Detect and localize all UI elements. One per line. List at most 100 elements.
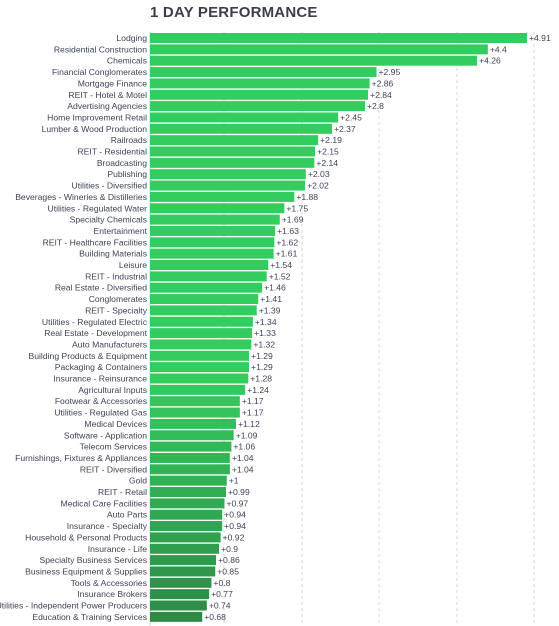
value-label: +0.94 <box>224 521 246 531</box>
category-label: Medical Care Facilities <box>61 498 147 508</box>
category-label: Real Estate - Diversified <box>55 283 147 293</box>
category-label: Lodging <box>116 33 147 43</box>
bar <box>150 203 285 214</box>
value-label: +1.24 <box>247 385 269 395</box>
value-label: +2.15 <box>317 147 339 157</box>
category-label: Utilities - Independent Power Producers <box>0 601 147 611</box>
bar <box>150 577 212 588</box>
bar <box>150 225 276 236</box>
value-label: +1.41 <box>260 294 282 304</box>
bar <box>150 475 227 486</box>
category-label: Residential Construction <box>54 44 147 54</box>
category-label: Education & Training Services <box>32 612 147 622</box>
value-label: +0.8 <box>213 578 230 588</box>
category-label: Tools & Accessories <box>71 578 147 588</box>
bar <box>150 396 240 407</box>
category-label: Chemicals <box>107 56 147 66</box>
category-label: Insurance - Reinsurance <box>53 374 147 384</box>
bar <box>150 362 250 373</box>
bar <box>150 78 370 89</box>
category-label: REIT - Hotel & Motel <box>68 90 147 100</box>
value-label: +0.97 <box>226 498 248 508</box>
category-label: Utilities - Regulated Electric <box>42 317 148 327</box>
bar <box>150 248 274 259</box>
value-label: +1.34 <box>255 317 277 327</box>
category-label: REIT - Diversified <box>80 464 147 474</box>
category-label: REIT - Residential <box>77 147 147 157</box>
bar <box>150 237 275 248</box>
value-label: +1.28 <box>250 374 272 384</box>
category-label: REIT - Specialty <box>85 305 148 315</box>
value-label: +1.63 <box>277 226 299 236</box>
category-label: Software - Application <box>64 430 147 440</box>
category-label: REIT - Industrial <box>85 271 147 281</box>
value-label: +1.75 <box>286 203 308 213</box>
bar <box>150 555 217 566</box>
bar <box>150 44 488 55</box>
category-label: Household & Personal Products <box>25 532 147 542</box>
category-label: Advertising Agencies <box>67 101 147 111</box>
bar <box>150 67 377 78</box>
bar <box>150 509 223 520</box>
bar <box>150 112 339 123</box>
category-label: Broadcasting <box>97 158 147 168</box>
category-label: Railroads <box>111 135 147 145</box>
bar <box>150 589 210 600</box>
bar <box>150 441 232 452</box>
bar <box>150 89 369 100</box>
bar <box>150 101 365 112</box>
value-label: +0.94 <box>224 510 246 520</box>
category-label: Home Improvement Retail <box>47 112 147 122</box>
value-label: +1.61 <box>276 249 298 259</box>
category-label: Agricultural Inputs <box>78 385 147 395</box>
bar <box>150 611 203 622</box>
value-label: +1.32 <box>253 339 275 349</box>
bar <box>150 328 253 339</box>
bar <box>150 521 223 532</box>
bar <box>150 498 225 509</box>
bar <box>150 316 253 327</box>
category-label: Insurance - Life <box>88 544 147 554</box>
bar <box>150 600 207 611</box>
bar <box>150 543 220 554</box>
value-label: +2.03 <box>308 169 330 179</box>
value-label: +0.74 <box>209 601 231 611</box>
bar <box>150 123 332 134</box>
bar <box>150 271 267 282</box>
value-label: +0.9 <box>221 544 238 554</box>
bar <box>150 532 221 543</box>
bar <box>150 191 295 202</box>
value-label: +1.17 <box>242 408 264 418</box>
value-label: +1.69 <box>282 215 304 225</box>
bar <box>150 146 316 157</box>
category-label: Financial Conglomerates <box>52 67 147 77</box>
value-label: +4.4 <box>490 44 507 54</box>
category-label: Real Estate - Development <box>44 328 147 338</box>
value-label: +2.37 <box>334 124 356 134</box>
value-label: +1.17 <box>242 396 264 406</box>
category-label: REIT - Healthcare Facilities <box>43 237 147 247</box>
value-label: +0.86 <box>218 555 240 565</box>
bar <box>150 350 250 361</box>
value-label: +0.77 <box>211 589 233 599</box>
category-label: Conglomerates <box>89 294 147 304</box>
category-label: Utilities - Diversified <box>72 181 148 191</box>
bar <box>150 55 478 66</box>
value-label: +1.06 <box>233 442 255 452</box>
value-label: +1.62 <box>276 237 298 247</box>
category-label: Building Products & Equipment <box>29 351 148 361</box>
bar <box>150 430 234 441</box>
bar <box>150 305 257 316</box>
value-label: +2.14 <box>316 158 338 168</box>
category-label: REIT - Retail <box>98 487 147 497</box>
value-label: +0.99 <box>228 487 250 497</box>
value-label: +2.45 <box>340 112 362 122</box>
value-label: +4.26 <box>479 56 501 66</box>
value-label: +0.85 <box>217 566 239 576</box>
value-label: +1.52 <box>269 271 291 281</box>
value-label: +2.02 <box>307 181 329 191</box>
category-label: Insurance Brokers <box>77 589 147 599</box>
category-label: Specialty Business Services <box>40 555 147 565</box>
value-label: +1.04 <box>232 464 254 474</box>
value-label: +2.86 <box>372 78 394 88</box>
